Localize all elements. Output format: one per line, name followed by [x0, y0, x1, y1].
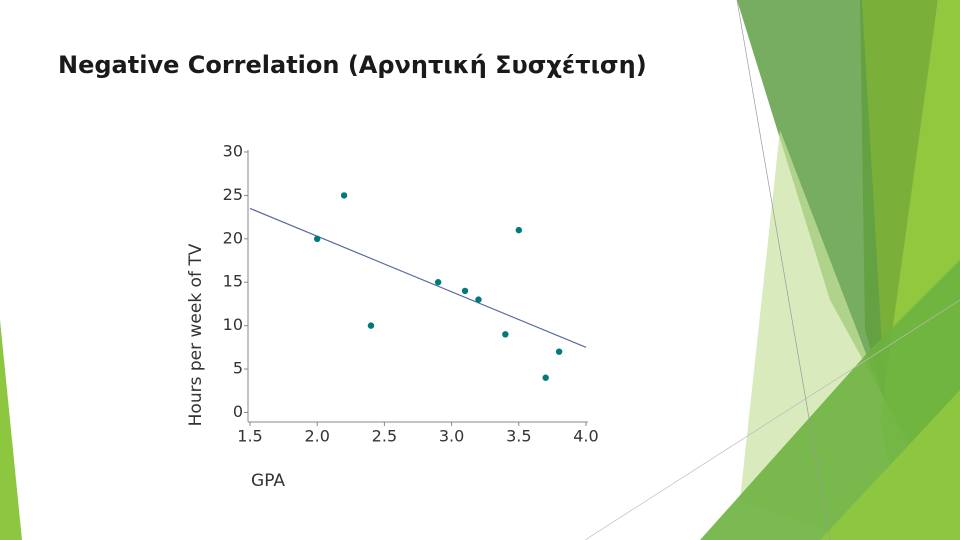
y-tick-label: 15 [223, 272, 243, 291]
y-tick-label: 10 [223, 315, 243, 334]
scatter-point [314, 235, 321, 243]
scatter-point [502, 331, 509, 338]
scatter-point [555, 348, 563, 355]
x-tick-label: 3.0 [439, 427, 464, 446]
x-tick-label: 3.5 [506, 427, 531, 446]
y-tick-label: 5 [233, 359, 243, 378]
y-tick-label: 0 [233, 402, 243, 421]
y-tick-label: 25 [223, 185, 243, 204]
scatter-point [367, 322, 375, 329]
x-tick-label: 1.5 [237, 427, 262, 446]
y-tick-label: 20 [223, 228, 243, 247]
scatter-point [461, 287, 469, 295]
trend-line [249, 207, 587, 348]
y-axis-label: Hours per week of TV [186, 243, 206, 426]
scatter-point [434, 279, 442, 286]
y-tick-label: 30 [223, 142, 243, 161]
x-axis-label: GPA [251, 471, 285, 491]
scatter-point [475, 296, 482, 303]
scatter-point [515, 226, 522, 234]
scatter-point [542, 374, 549, 381]
x-tick-label: 2.5 [372, 427, 397, 446]
x-tick-label: 4.0 [573, 427, 598, 446]
slide-title: Negative Correlation (Αρνητική Συσχέτιση… [58, 51, 647, 79]
scatter-point [340, 192, 348, 199]
x-tick-label: 2.0 [304, 427, 329, 446]
